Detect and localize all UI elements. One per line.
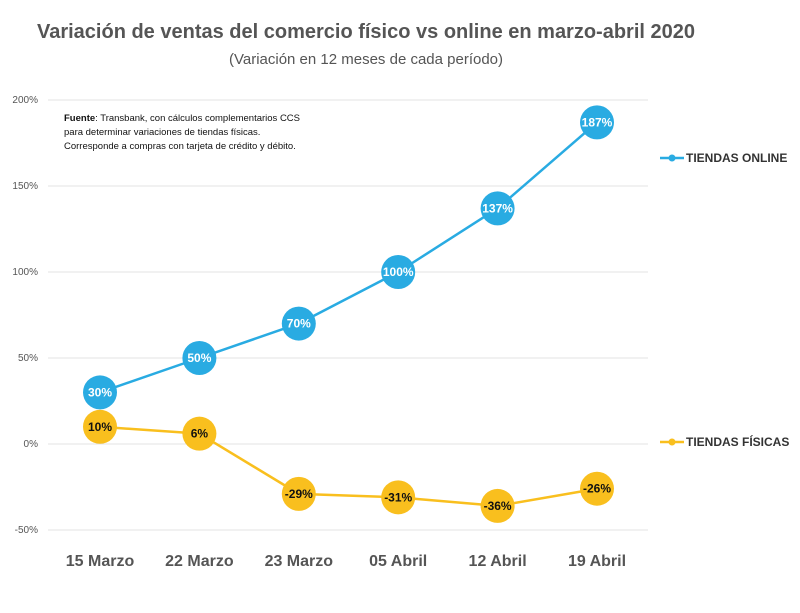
legend: TIENDAS ONLINE TIENDAS FÍSICAS [660,151,789,449]
x-tick-label: 12 Abril [469,553,527,570]
data-label: 70% [287,317,311,331]
y-tick-label: 200% [12,95,38,106]
source-note: Fuente: Transbank, con cálculos compleme… [64,113,300,152]
data-label: -29% [285,487,313,501]
y-tick-label: 0% [24,439,39,450]
x-tick-label: 19 Abril [568,553,626,570]
data-label: 10% [88,420,112,434]
chart-subtitle: (Variación en 12 meses de cada período) [229,51,503,68]
data-label: -31% [384,490,412,504]
series-1: 10% 6% -29% -31% -36% -26% [83,409,614,523]
legend-item: TIENDAS ONLINE [660,151,787,165]
y-axis-ticks: 200% 150% 100% 50% 0% -50% [12,95,38,536]
data-label: 100% [383,265,414,279]
data-label: 187% [582,115,613,129]
series-line [99,121,598,394]
series-0: 30% 50% 70% 100% 137% 187% [83,105,614,410]
data-point [182,416,217,451]
x-tick-label: 23 Marzo [265,553,334,570]
chart-title: Variación de ventas del comercio físico … [37,21,695,43]
data-point [381,480,416,515]
source-note-line-2: para determinar variaciones de tiendas f… [64,127,260,138]
data-point [182,341,217,375]
source-note-label: Fuente [64,113,95,124]
legend-label: TIENDAS ONLINE [686,151,787,165]
y-tick-label: 150% [12,181,38,192]
data-point [580,105,614,140]
y-tick-label: 100% [12,267,38,278]
grid [48,99,648,531]
data-point [480,191,515,226]
x-tick-label: 22 Marzo [165,553,234,570]
data-point [83,409,117,444]
data-point [480,488,515,523]
y-tick-label: -50% [15,525,38,536]
data-point [580,471,614,506]
source-note-text-1: : Transbank, con cálculos complementario… [95,113,300,124]
series-line [99,425,598,508]
data-point [381,255,416,289]
y-tick-label: 50% [18,353,38,364]
x-tick-label: 05 Abril [369,553,427,570]
data-point [281,306,316,341]
data-label: 6% [191,427,209,441]
data-point [281,476,316,511]
legend-item: TIENDAS FÍSICAS [660,434,789,449]
x-axis-ticks: 15 Marzo 22 Marzo 23 Marzo 05 Abril 12 Abril… [66,553,626,570]
x-tick-label: 15 Marzo [66,553,135,570]
legend-swatch-marker [668,438,676,446]
data-point [83,375,117,410]
data-label: 137% [482,201,513,215]
data-label: -26% [583,482,611,496]
source-note-line-3: Corresponde a compras con tarjeta de cré… [64,141,296,152]
data-label: 30% [88,385,112,399]
source-note-line-1: Fuente: Transbank, con cálculos compleme… [64,113,300,124]
data-label: -36% [484,499,512,513]
series-layer: 30% 50% 70% 100% 137% 187% 10% 6% -29% -31% -36% -2… [83,105,614,523]
legend-label: TIENDAS FÍSICAS [686,434,789,449]
legend-swatch-marker [668,154,676,162]
data-label: 50% [187,351,211,365]
